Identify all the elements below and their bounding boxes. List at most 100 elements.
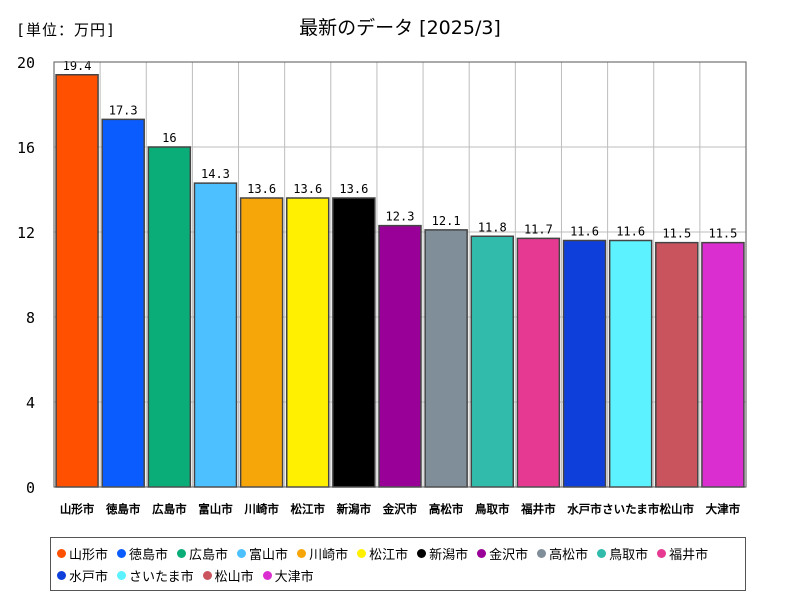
- legend-marker: [202, 570, 212, 580]
- legend-label: 水戸市: [69, 569, 109, 585]
- y-tick-label: 20: [17, 54, 35, 72]
- value-label: 19.4: [63, 59, 92, 73]
- chart-title: 最新のデータ [2025/3]: [299, 17, 501, 39]
- x-tick-label: 広島市: [152, 502, 187, 516]
- bars: [55, 74, 745, 488]
- legend-label: 金沢市: [489, 547, 529, 563]
- value-label: 11.6: [616, 225, 645, 239]
- value-label: 11.6: [570, 225, 599, 239]
- legend-label: 徳島市: [129, 547, 169, 563]
- legend-marker: [597, 548, 607, 558]
- legend-label: 松江市: [369, 547, 409, 563]
- y-tick-label: 4: [26, 394, 35, 412]
- legend-label: 川崎市: [309, 547, 349, 563]
- bar: [655, 241, 699, 488]
- value-label: 11.8: [478, 220, 507, 234]
- legend-marker: [117, 548, 127, 558]
- y-tick-label: 16: [17, 139, 35, 157]
- x-tick-label: 松江市: [290, 502, 325, 516]
- legend-item: 松江市: [357, 542, 408, 564]
- bar: [608, 239, 653, 488]
- x-tick-label: 新潟市: [337, 502, 372, 516]
- legend-label: 高松市: [549, 547, 589, 563]
- y-tick-label: 8: [26, 309, 35, 327]
- value-label: 13.6: [339, 182, 368, 196]
- bar: [193, 182, 238, 488]
- x-tick-label: 鳥取市: [475, 502, 510, 516]
- bar: [378, 224, 422, 488]
- value-label: 12.3: [386, 210, 415, 224]
- legend-item: 金沢市: [477, 542, 528, 564]
- legend-item: 高松市: [537, 542, 588, 564]
- bar: [424, 229, 468, 488]
- bar: [562, 239, 607, 488]
- legend-label: 福井市: [669, 547, 709, 563]
- value-label: 16: [162, 131, 176, 145]
- x-tick-label: 松山市: [660, 502, 695, 516]
- x-tick-label: 金沢市: [382, 502, 418, 516]
- legend-marker: [537, 548, 547, 558]
- bar: [239, 197, 284, 488]
- value-label: 14.3: [201, 167, 230, 181]
- legend-marker: [262, 570, 272, 580]
- bar: [147, 146, 192, 488]
- bar: [516, 237, 561, 488]
- bar: [55, 74, 99, 488]
- value-label: 11.5: [662, 227, 691, 241]
- bar: [332, 197, 376, 488]
- value-label: 13.6: [293, 182, 322, 196]
- legend-marker: [57, 548, 66, 558]
- legend-label: 鳥取市: [609, 547, 649, 563]
- x-tick-label: 山形市: [60, 502, 95, 516]
- legend-label: 広島市: [189, 547, 229, 563]
- value-labels: 19.4 17.3 16 14.3 13.6 13.6 13.6 12.3 12.1 11.8 11…: [63, 59, 738, 241]
- bar: [701, 241, 745, 488]
- legend-item: 徳島市: [117, 542, 168, 564]
- legend-item: 福井市: [657, 542, 708, 564]
- x-tick-label: 徳島市: [105, 502, 141, 516]
- legend-marker: [477, 548, 487, 558]
- legend-label: 松山市: [214, 569, 254, 585]
- legend-item: 水戸市: [57, 564, 108, 586]
- x-tick-label: 福井市: [520, 502, 556, 516]
- bar: [285, 197, 330, 488]
- x-tick-label: 高松市: [429, 502, 464, 516]
- x-tick-label: さいたま市: [602, 502, 660, 516]
- y-tick-label: 0: [26, 479, 35, 497]
- legend-label: 山形市: [69, 547, 109, 563]
- y-tick-label: 12: [17, 224, 35, 242]
- x-axis-labels: 山形市 徳島市 広島市 富山市 川崎市 松江市 新潟市 金沢市 高松市 鳥取市 福井市 水戸市 さいたま…: [60, 502, 741, 516]
- legend-item: さいたま市: [117, 564, 194, 586]
- legend-item: 広島市: [177, 542, 228, 564]
- legend-item: 新潟市: [417, 542, 468, 564]
- legend-label: 新潟市: [429, 547, 469, 563]
- legend-item: 鳥取市: [597, 542, 648, 564]
- value-label: 17.3: [109, 103, 138, 117]
- value-label: 11.5: [708, 227, 737, 241]
- legend-marker: [657, 548, 667, 558]
- value-label: 13.6: [247, 182, 276, 196]
- value-label: 12.1: [432, 214, 461, 228]
- legend-item: 山形市: [57, 542, 108, 564]
- x-tick-label: 水戸市: [567, 502, 602, 516]
- legend-marker: [297, 548, 307, 558]
- unit-label: [単位：万円]: [16, 21, 117, 39]
- bar: [470, 235, 515, 488]
- legend-marker: [357, 548, 367, 558]
- legend-label: 富山市: [249, 547, 289, 563]
- legend-marker: [57, 570, 66, 580]
- x-tick-label: 富山市: [198, 502, 233, 516]
- x-tick-label: 大津市: [706, 502, 741, 516]
- bar-chart: 0 4 8 12 16 20 19.4 17.3 16 14.3 13.6 13.6 13.6 12.3…: [17, 54, 747, 516]
- legend-marker: [237, 548, 247, 558]
- legend-item: 川崎市: [297, 542, 348, 564]
- legend-item: 富山市: [237, 542, 288, 564]
- legend-item: 松山市: [202, 564, 254, 586]
- value-label: 11.7: [524, 222, 553, 236]
- bar: [101, 118, 145, 488]
- legend: 山形市 徳島市 広島市 富山市 川崎市 松江市 新潟市 金沢市 高松市 鳥取市 福井市水戸市 さいたま…: [50, 537, 746, 591]
- legend-marker: [177, 548, 187, 558]
- plot-frame: [53, 61, 747, 488]
- x-tick-label: 川崎市: [243, 502, 279, 516]
- legend-marker: [417, 548, 427, 558]
